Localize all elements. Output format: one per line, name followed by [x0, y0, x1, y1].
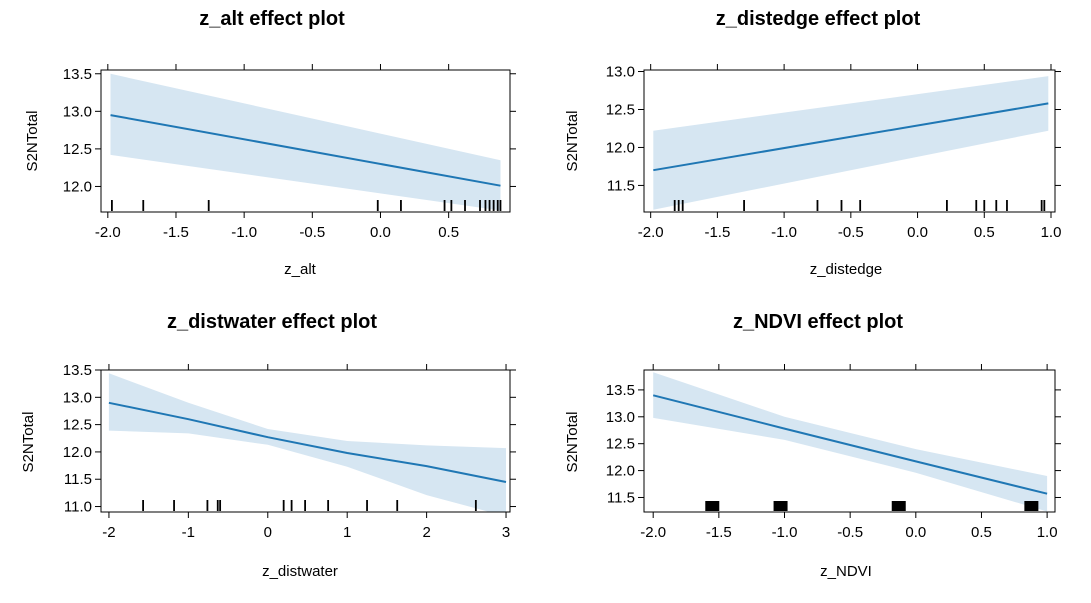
y-tick-label: 11.5 — [607, 489, 635, 506]
panel-title: z_alt effect plot — [199, 8, 345, 30]
plot-frame — [100, 69, 511, 213]
plot-frame — [643, 369, 1056, 513]
x-tick-label: -1.5 — [706, 524, 732, 541]
y-tick-label: 13.0 — [606, 409, 635, 426]
y-tick-label: 12.0 — [606, 463, 635, 480]
rug-mark — [705, 501, 720, 511]
x-axis-label: z_alt — [284, 261, 317, 278]
rug-mark — [773, 501, 788, 511]
x-tick-label: -2.0 — [95, 224, 121, 241]
x-axis-label: z_NDVI — [820, 563, 872, 580]
y-tick-label: 12.5 — [606, 101, 635, 118]
y-tick-label: 13.0 — [606, 64, 635, 81]
z-ndvi-effect-panel: z_NDVI effect plot z_NDVI S2NTotal -2.0 -… — [564, 311, 1061, 580]
x-tick-label: -1 — [182, 524, 195, 541]
rug-mark — [891, 501, 906, 511]
panel-title: z_NDVI effect plot — [733, 311, 903, 333]
x-tick-label: 1 — [343, 524, 351, 541]
y-tick-label: 12.5 — [606, 436, 635, 453]
y-tick-label: 12.5 — [63, 417, 92, 434]
plot-frame — [100, 369, 511, 513]
y-tick-label: 13.0 — [63, 389, 92, 406]
x-tick-label: 0.0 — [907, 224, 928, 241]
x-tick-label: -1.5 — [163, 224, 189, 241]
y-tick-label: 12.0 — [606, 139, 635, 156]
y-axis-label: S2NTotal — [564, 412, 581, 473]
confidence-band — [653, 372, 1048, 512]
z-distedge-effect-panel: z_distedge effect plot z_distedge S2NTot… — [564, 8, 1061, 278]
y-tick-label: 12.0 — [63, 178, 92, 195]
y-axis-label: S2NTotal — [20, 412, 37, 473]
y-tick-label: 12.0 — [63, 444, 92, 461]
confidence-band — [110, 73, 501, 211]
x-tick-label: 0.5 — [438, 224, 459, 241]
panel-title: z_distwater effect plot — [167, 311, 377, 333]
y-tick-label: 13.5 — [606, 382, 635, 399]
x-tick-label: 3 — [502, 524, 510, 541]
x-tick-label: -1.0 — [771, 224, 797, 241]
x-axis-label: z_distedge — [810, 261, 883, 278]
y-tick-label: 13.5 — [63, 66, 92, 83]
x-tick-label: -1.0 — [231, 224, 257, 241]
y-tick-label: 12.5 — [63, 141, 92, 158]
panel-title: z_distedge effect plot — [716, 8, 921, 30]
confidence-band — [108, 373, 506, 512]
x-tick-label: -2 — [102, 524, 115, 541]
fit-line — [108, 401, 507, 483]
confidence-band — [653, 76, 1049, 210]
y-tick-label: 13.0 — [63, 103, 92, 120]
x-axis-label: z_distwater — [262, 563, 338, 580]
y-axis-label: S2NTotal — [564, 111, 581, 172]
x-tick-label: -0.5 — [299, 224, 325, 241]
x-tick-label: 2 — [422, 524, 430, 541]
y-tick-label: 13.5 — [63, 362, 92, 379]
x-tick-label: 1.0 — [1037, 524, 1058, 541]
x-tick-label: 0.0 — [370, 224, 391, 241]
x-tick-label: 0.5 — [971, 524, 992, 541]
x-tick-label: -0.5 — [838, 224, 864, 241]
fit-line — [110, 114, 501, 187]
x-tick-label: -1.0 — [772, 524, 798, 541]
x-tick-label: -2.0 — [640, 524, 666, 541]
x-tick-label: -2.0 — [638, 224, 664, 241]
x-tick-label: 1.0 — [1041, 224, 1062, 241]
x-tick-label: -0.5 — [837, 524, 863, 541]
z-distwater-effect-panel: z_distwater effect plot z_distwater S2NT… — [20, 311, 516, 580]
rug-mark — [1024, 501, 1039, 511]
y-axis-label: S2NTotal — [24, 111, 41, 172]
y-tick-label: 11.5 — [64, 471, 92, 488]
y-tick-label: 11.5 — [607, 177, 635, 194]
fit-line — [653, 102, 1049, 172]
x-tick-label: 0.0 — [905, 524, 926, 541]
x-tick-label: 0.5 — [974, 224, 995, 241]
fit-line — [652, 394, 1048, 495]
z-alt-effect-panel: z_alt effect plot z_alt S2NTotal -2.0 -1.… — [24, 8, 516, 278]
plot-frame — [643, 69, 1056, 213]
x-tick-label: -1.5 — [704, 224, 730, 241]
x-tick-label: 0 — [264, 524, 272, 541]
y-tick-label: 11.0 — [64, 499, 92, 516]
